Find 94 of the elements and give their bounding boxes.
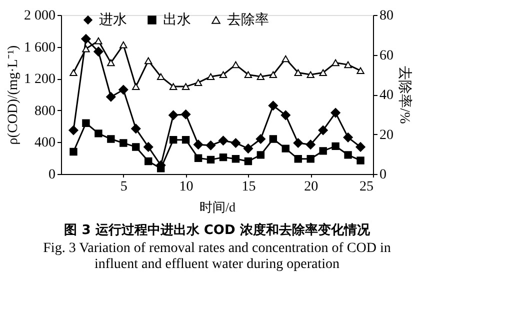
point — [156, 73, 165, 80]
y2-tick-label: 0 — [380, 168, 386, 182]
x-tick-label: 10 — [179, 180, 194, 194]
point — [107, 135, 115, 143]
point — [70, 69, 78, 76]
point — [330, 108, 340, 118]
point — [269, 135, 278, 143]
point — [232, 155, 240, 163]
x-tick-label: 5 — [120, 180, 128, 194]
point — [356, 67, 364, 74]
point — [94, 37, 102, 44]
point — [68, 125, 78, 136]
point — [332, 59, 340, 66]
x-tick-label: 20 — [304, 180, 318, 194]
point — [306, 71, 314, 78]
point — [319, 147, 327, 155]
point — [180, 110, 191, 120]
point — [319, 69, 327, 76]
y2-axis-title: 去除率/% — [396, 66, 412, 124]
y-axis-title: ρ(COD)/(mg·L⁻¹) — [6, 44, 21, 145]
point — [256, 151, 265, 159]
point — [232, 61, 240, 68]
x-tick-label: 25 — [360, 180, 374, 194]
point — [182, 83, 190, 90]
y2-tick-label: 40 — [380, 88, 394, 103]
point — [244, 71, 252, 78]
point — [132, 83, 140, 90]
y2-tick-label: 80 — [380, 8, 394, 24]
point — [94, 46, 104, 56]
point — [193, 140, 204, 150]
x-tick-label: 15 — [242, 180, 256, 194]
point — [206, 73, 215, 80]
point — [294, 155, 302, 163]
text: 图 3 运行过程中进出水 COD 浓度和去除率变化情况 — [64, 222, 371, 238]
point — [344, 151, 352, 159]
point — [282, 55, 290, 62]
point — [306, 155, 314, 163]
y-tick-label: 1 200 — [24, 72, 56, 88]
point — [168, 110, 178, 120]
point — [120, 139, 128, 147]
point — [344, 61, 352, 68]
y-tick-label: 1 600 — [24, 40, 56, 56]
point — [356, 142, 366, 152]
point — [194, 79, 202, 86]
point — [206, 156, 215, 164]
point — [219, 71, 228, 78]
point — [131, 124, 141, 134]
point — [82, 45, 90, 52]
y-tick-label: 2 000 — [24, 8, 56, 24]
point — [82, 119, 90, 127]
point — [169, 136, 178, 144]
point — [280, 110, 290, 120]
point — [256, 134, 266, 144]
point — [94, 130, 102, 138]
y2-tick-label: 20 — [380, 128, 394, 143]
y2-tick-label: 60 — [380, 48, 394, 64]
point — [107, 59, 115, 66]
point — [206, 140, 216, 150]
legend-label: 出水 — [163, 12, 191, 28]
point — [182, 136, 190, 144]
point — [244, 157, 252, 166]
point — [70, 148, 78, 156]
legend-label: 去除率 — [227, 12, 269, 28]
text: Fig. 3 Variation of removal rates and concentration of COD in influent and effluent water during operation — [43, 241, 391, 272]
point — [306, 140, 316, 150]
point — [318, 125, 328, 136]
point — [144, 57, 152, 64]
y-tick-label: 800 — [34, 104, 56, 119]
point — [120, 41, 128, 48]
point — [269, 71, 278, 78]
point — [256, 73, 265, 80]
point — [81, 34, 91, 44]
point — [169, 83, 178, 90]
point — [106, 92, 116, 102]
y-tick-label: 0 — [48, 168, 56, 182]
point — [118, 84, 128, 95]
point — [144, 157, 152, 166]
point — [218, 136, 228, 146]
point — [219, 153, 228, 162]
point — [230, 138, 241, 148]
point — [268, 100, 278, 110]
point — [356, 156, 364, 164]
point — [194, 154, 202, 162]
point — [343, 132, 353, 142]
point — [293, 138, 303, 148]
x-axis-title: 时间/d — [199, 200, 236, 214]
point — [282, 144, 290, 152]
point — [132, 143, 140, 151]
point — [243, 144, 254, 154]
point — [144, 142, 154, 152]
point — [332, 142, 340, 150]
legend-label: 进水 — [99, 12, 127, 28]
y-tick-label: 400 — [34, 136, 56, 151]
point — [294, 69, 302, 76]
